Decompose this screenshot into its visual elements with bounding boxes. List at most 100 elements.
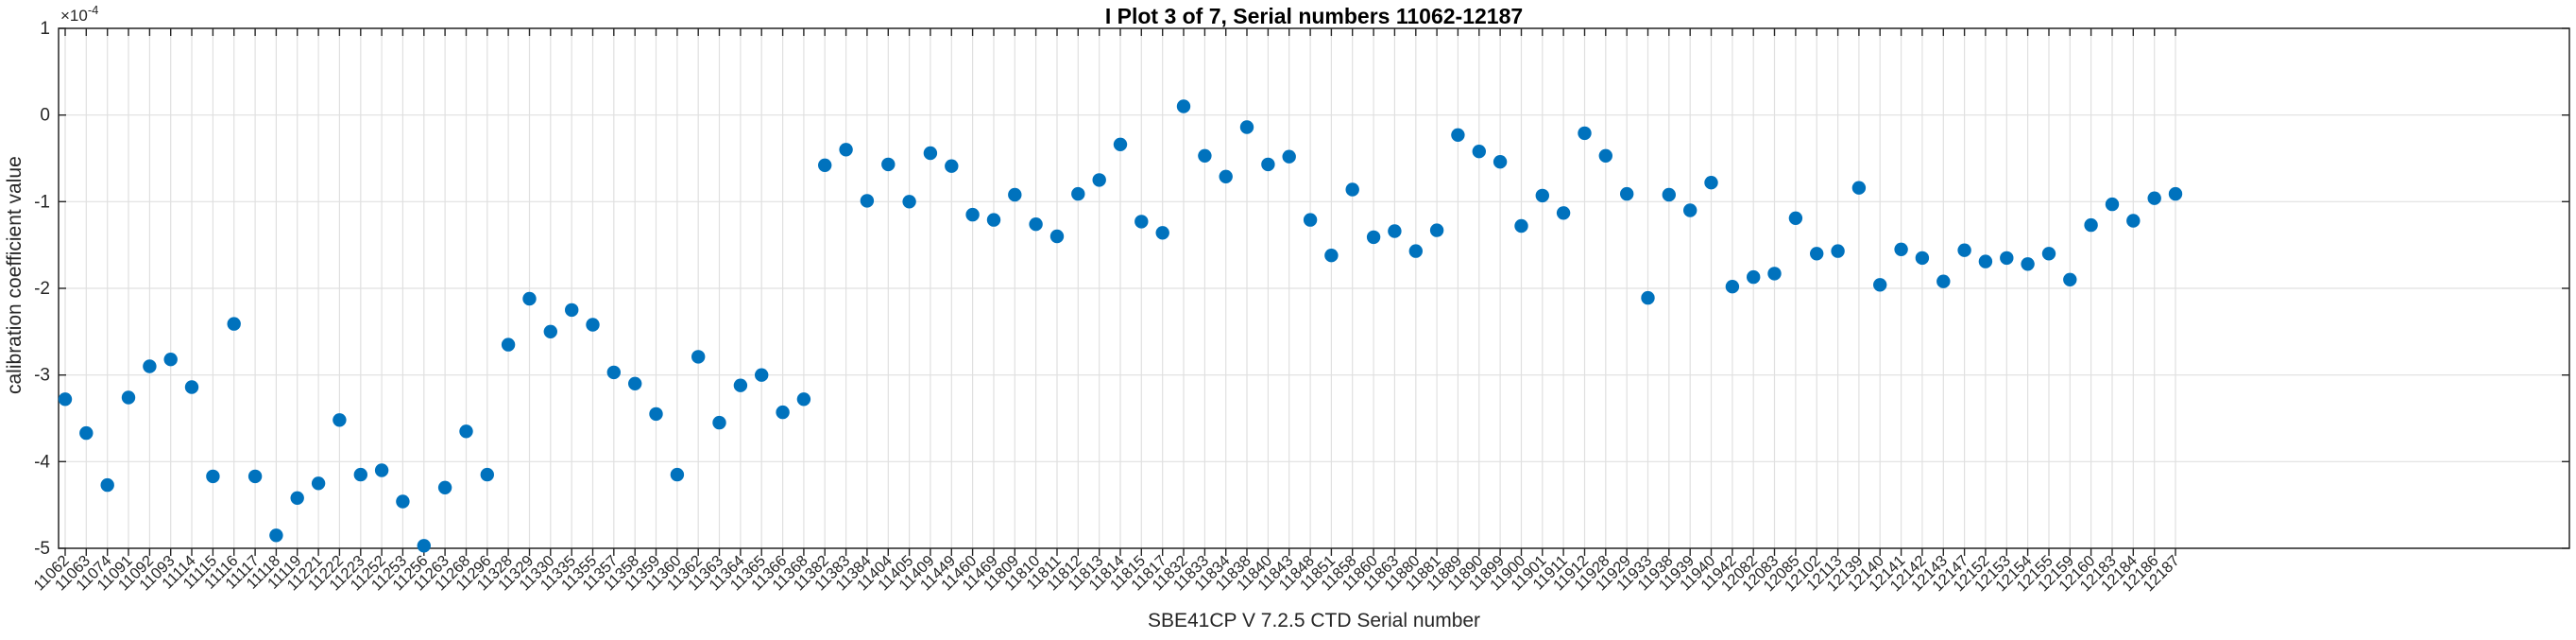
data-point bbox=[1282, 149, 1296, 164]
data-point bbox=[712, 415, 726, 430]
y-tick-label: 1 bbox=[40, 19, 50, 39]
data-point bbox=[1113, 137, 1128, 151]
data-point bbox=[1219, 169, 1233, 183]
data-point bbox=[1598, 148, 1613, 163]
data-point bbox=[1514, 218, 1528, 234]
data-point bbox=[143, 359, 157, 373]
data-point bbox=[1134, 215, 1149, 229]
data-point bbox=[1071, 186, 1085, 201]
data-point bbox=[2168, 186, 2183, 201]
data-point bbox=[1915, 251, 1930, 266]
data-point bbox=[1556, 206, 1571, 220]
data-point bbox=[1767, 267, 1782, 281]
data-point bbox=[1620, 186, 1634, 201]
data-point bbox=[1429, 223, 1444, 237]
data-point bbox=[565, 303, 579, 318]
data-point bbox=[1957, 243, 1971, 257]
data-point bbox=[1788, 211, 1803, 225]
data-point bbox=[818, 158, 832, 172]
data-point bbox=[1493, 155, 1508, 169]
data-point bbox=[501, 337, 516, 352]
data-point bbox=[1008, 187, 1022, 202]
data-point bbox=[1851, 181, 1867, 195]
data-point bbox=[163, 353, 178, 367]
data-point bbox=[1155, 226, 1169, 240]
data-point bbox=[1198, 148, 1212, 163]
data-point bbox=[2147, 191, 2161, 205]
data-point bbox=[227, 317, 241, 331]
data-point bbox=[923, 146, 938, 161]
data-point bbox=[1704, 176, 1718, 190]
data-point bbox=[353, 467, 367, 482]
data-point bbox=[121, 390, 136, 405]
data-point bbox=[247, 469, 263, 484]
data-point bbox=[1092, 173, 1106, 187]
data-point bbox=[902, 195, 916, 209]
data-point bbox=[311, 476, 326, 491]
data-point bbox=[184, 380, 199, 394]
y-tick-label: -2 bbox=[34, 279, 50, 299]
data-point bbox=[1303, 213, 1318, 227]
data-point bbox=[1261, 157, 1275, 172]
data-point bbox=[333, 413, 347, 427]
data-point bbox=[945, 159, 959, 173]
x-axis-label: SBE41CP V 7.2.5 CTD Serial number bbox=[1147, 610, 1481, 631]
data-point bbox=[2000, 251, 2014, 266]
data-point bbox=[1472, 145, 1487, 159]
data-point bbox=[839, 143, 853, 157]
data-point bbox=[1535, 188, 1550, 203]
data-point bbox=[2126, 214, 2141, 228]
data-point bbox=[1578, 126, 1592, 141]
data-point bbox=[417, 539, 431, 553]
data-point bbox=[733, 378, 748, 392]
data-point bbox=[1049, 229, 1065, 244]
data-point bbox=[755, 368, 769, 382]
data-point bbox=[1029, 217, 1043, 232]
data-point bbox=[1810, 247, 1824, 261]
data-point bbox=[2041, 247, 2056, 261]
data-point bbox=[1936, 274, 1951, 288]
data-point bbox=[374, 463, 389, 477]
chart-title: I Plot 3 of 7, Serial numbers 11062-1218… bbox=[1104, 4, 1524, 28]
data-point bbox=[1239, 120, 1254, 134]
data-point bbox=[1408, 244, 1424, 258]
data-point bbox=[628, 376, 642, 390]
data-point bbox=[1873, 278, 1887, 292]
y-tick-label: -5 bbox=[34, 539, 50, 559]
data-point bbox=[480, 467, 494, 482]
data-point bbox=[1662, 187, 1677, 202]
data-point bbox=[437, 480, 452, 494]
data-point bbox=[691, 350, 706, 364]
data-point bbox=[2021, 257, 2035, 271]
data-point bbox=[881, 157, 896, 172]
data-point bbox=[1747, 269, 1761, 285]
data-point bbox=[1388, 224, 1402, 238]
data-point bbox=[1894, 242, 1908, 256]
data-point bbox=[586, 318, 600, 332]
y-tick-label: -3 bbox=[34, 366, 50, 386]
data-point bbox=[1641, 290, 1655, 305]
data-point bbox=[100, 477, 114, 493]
data-point bbox=[670, 467, 685, 482]
data-point bbox=[2063, 272, 2077, 286]
data-point bbox=[290, 491, 304, 505]
y-tick-label: -1 bbox=[34, 192, 50, 212]
data-point bbox=[1324, 249, 1339, 263]
y-tick-label: -4 bbox=[34, 452, 50, 472]
data-point bbox=[1366, 230, 1381, 245]
data-point bbox=[965, 207, 980, 222]
data-point bbox=[396, 494, 410, 509]
data-point bbox=[1176, 99, 1191, 113]
data-point bbox=[2084, 217, 2098, 233]
data-point bbox=[796, 392, 811, 406]
data-point bbox=[1451, 128, 1465, 142]
y-axis-exponent: ×10-4 bbox=[60, 3, 98, 25]
data-point bbox=[2105, 197, 2120, 212]
data-point bbox=[1345, 182, 1359, 197]
data-point bbox=[58, 392, 73, 406]
data-point bbox=[1683, 203, 1697, 217]
data-point bbox=[776, 405, 790, 420]
data-point bbox=[649, 406, 663, 422]
